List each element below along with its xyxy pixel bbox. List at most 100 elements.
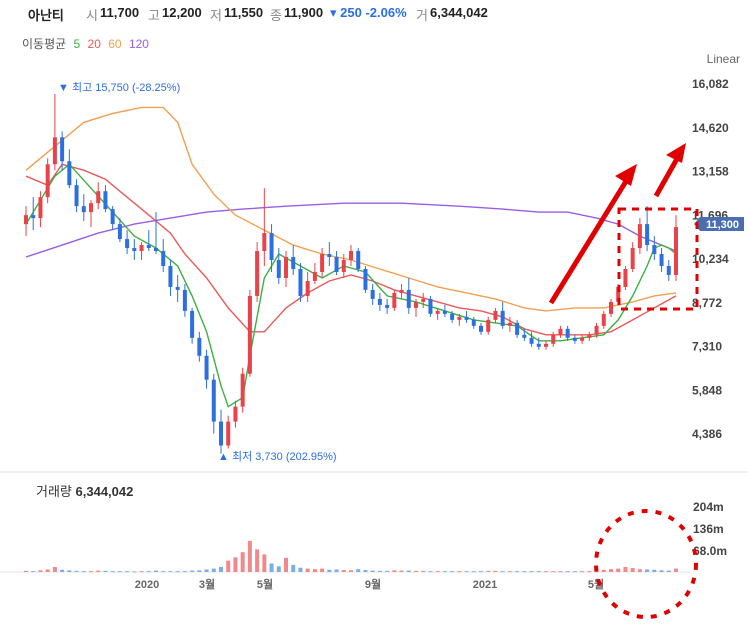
volume-bar [507, 571, 512, 573]
highlight-box [617, 207, 699, 311]
candle [204, 349, 209, 389]
open-value: 11,700 [100, 5, 140, 20]
volume-bar [247, 540, 252, 572]
volume-bar [399, 570, 404, 572]
candle-body [522, 334, 527, 338]
ma60-legend: 60 [108, 37, 122, 51]
volume-bar [493, 570, 498, 572]
volume-bar [601, 569, 606, 572]
time-tick-label: 5월 [257, 577, 273, 591]
candle-body [500, 310, 505, 326]
low-value: 11,550 [224, 5, 264, 20]
annotations: ▼ 최고 15,750 (-28.25%) ▲ 최저 3,730 (202.95… [58, 81, 744, 463]
candle [587, 331, 592, 341]
volume-bar [154, 570, 158, 572]
candle [637, 218, 642, 255]
volume-bar [182, 571, 187, 573]
candle [334, 251, 339, 275]
volume-bar [544, 571, 548, 573]
candle [572, 334, 577, 344]
candle [666, 260, 671, 281]
volume-bar [580, 571, 585, 573]
candle-body [450, 313, 455, 320]
volume-bar [125, 571, 130, 573]
candle [507, 316, 512, 332]
volume-tick-label: 68.0m [693, 544, 727, 558]
volume-bar [479, 571, 483, 573]
price-tick-label: 8,772 [692, 296, 722, 310]
volume-bar [349, 570, 353, 572]
candle [623, 266, 628, 290]
candle-body [52, 137, 57, 165]
low-label: 저 [210, 8, 222, 23]
candle-body [630, 248, 635, 269]
candle-body [421, 298, 426, 302]
candle-body [24, 215, 28, 225]
highest-price-annotation: ▼ 최고 15,750 (-28.25%) [58, 81, 180, 94]
candle-body [96, 191, 101, 204]
close-label: 종 [270, 8, 282, 23]
candle [154, 212, 158, 255]
candle-body [74, 185, 79, 207]
candle [551, 331, 556, 347]
time-tick-label: 2021 [473, 579, 497, 591]
candle-body [182, 289, 187, 311]
scale-label[interactable]: Linear [706, 52, 740, 66]
candle-body [645, 224, 650, 246]
candle [457, 313, 462, 326]
volume-bar [240, 552, 245, 572]
volume-bar [486, 570, 491, 572]
time-tick-label: 3월 [199, 577, 215, 591]
candle-body [146, 245, 151, 249]
open-label: 시 [86, 8, 98, 23]
candle [377, 292, 382, 311]
volume-bar [103, 570, 108, 572]
candle-body [406, 289, 411, 308]
candle [226, 415, 231, 449]
candle-body [262, 233, 267, 252]
candle [565, 325, 570, 341]
candle [414, 298, 418, 317]
candle-body [45, 164, 50, 198]
volume-bar [146, 571, 151, 573]
candle-body [67, 161, 72, 186]
candle-body [349, 251, 353, 261]
volume-bar [609, 569, 613, 572]
candle [168, 260, 173, 296]
candle [674, 215, 678, 281]
candle-body [175, 286, 180, 290]
volume-highlight-circle [594, 509, 698, 619]
volume-bar [291, 564, 296, 572]
candle [117, 218, 122, 243]
current-price-marker [694, 217, 744, 231]
candle [406, 277, 411, 314]
candle [471, 316, 476, 329]
candle-body [565, 328, 570, 338]
candle-body [442, 310, 447, 314]
candle-body [204, 355, 209, 380]
volume-bar [211, 568, 216, 572]
volume-bar [38, 570, 43, 572]
volume-bar [139, 571, 144, 573]
candle-body [486, 319, 491, 332]
volume-bar [52, 566, 57, 572]
candle [320, 248, 325, 278]
candle-body [356, 251, 361, 269]
volume-bar [659, 570, 664, 572]
candle [305, 271, 310, 302]
candle-body [60, 137, 65, 162]
volume-panel-value: 6,344,042 [75, 484, 134, 499]
candle-body [601, 313, 606, 326]
moving-average-legend[interactable]: 이동평균 5 20 60 120 [22, 35, 153, 52]
candle [522, 328, 527, 341]
candle-body [305, 280, 310, 296]
volume-bar [500, 571, 505, 573]
volume-bar [450, 571, 455, 573]
candle-body [551, 334, 556, 344]
candles [24, 93, 678, 454]
candle-body [110, 209, 115, 225]
volume-bar [168, 571, 173, 573]
ma5-line [25, 163, 677, 408]
candle [161, 239, 166, 272]
